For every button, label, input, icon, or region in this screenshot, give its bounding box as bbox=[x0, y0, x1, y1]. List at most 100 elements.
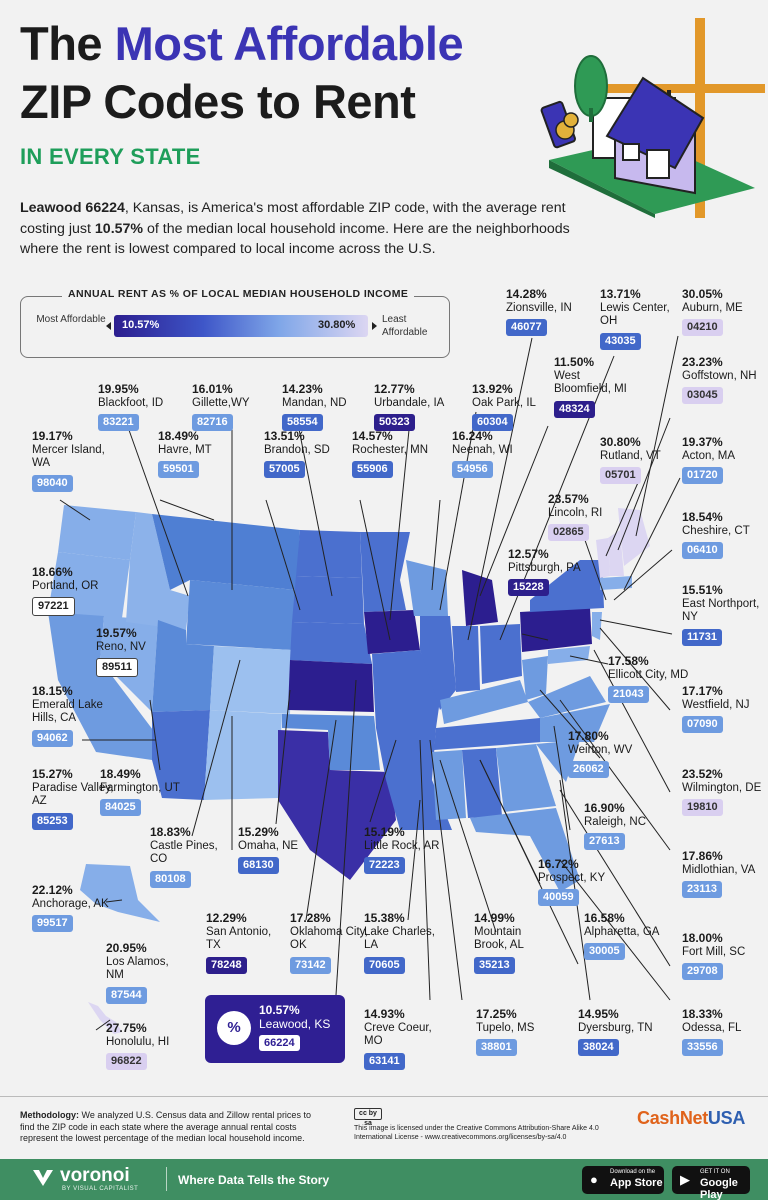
state-wv bbox=[522, 656, 548, 700]
intro-text-1: , Kansas, is America's most affordable Z… bbox=[20, 200, 566, 237]
state-zip: 63141 bbox=[364, 1052, 405, 1070]
legend-right-label: Least Affordable bbox=[382, 314, 428, 338]
state-label-ky: 16.72% Prospect, KY 40059 bbox=[538, 857, 605, 906]
state-pct: 13.92% bbox=[472, 382, 513, 396]
state-place: Los Alamos, NM bbox=[106, 955, 169, 982]
state-label-wv: 17.80% Weirton, WV 26062 bbox=[568, 729, 632, 778]
state-place: Alpharetta, GA bbox=[584, 925, 660, 938]
state-zip: 21043 bbox=[608, 686, 649, 703]
state-place: San Antonio, TX bbox=[206, 925, 272, 952]
state-label-or: 18.66% Portland, OR 97221 bbox=[32, 565, 98, 616]
apple-icon: ● bbox=[590, 1172, 598, 1187]
state-zip: 96822 bbox=[106, 1053, 147, 1070]
app-store-button[interactable]: ● Download on the App Store bbox=[582, 1166, 664, 1194]
state-al bbox=[462, 748, 502, 818]
cashnetusa-logo: CashNetUSA bbox=[637, 1108, 745, 1129]
state-label-wa: 19.17% Mercer Island, WA 98040 bbox=[32, 429, 114, 492]
state-zip: 06410 bbox=[682, 542, 723, 559]
state-ok bbox=[282, 714, 380, 770]
state-zip: 11731 bbox=[682, 628, 722, 646]
state-place: Oak Park, IL bbox=[472, 396, 536, 409]
state-in bbox=[452, 626, 480, 692]
intro-bold-zip: Leawood 66224 bbox=[20, 200, 125, 216]
state-nd bbox=[296, 530, 362, 578]
state-label-tx: 12.29% San Antonio, TX 78248 bbox=[206, 911, 288, 974]
state-zip: 30005 bbox=[584, 943, 625, 960]
house-illustration bbox=[540, 18, 765, 218]
state-place: Goffstown, NH bbox=[682, 369, 757, 382]
state-place: Oklahoma City, OK bbox=[290, 925, 368, 952]
google-play-small: GET IT ON bbox=[700, 1169, 730, 1175]
cc-license-icon: cc by sa bbox=[354, 1108, 382, 1127]
state-place: Zionsville, IN bbox=[506, 301, 572, 314]
state-label-nc: 16.90% Raleigh, NC 27613 bbox=[584, 801, 646, 850]
state-label-ia: 12.77% Urbandale, IA 50323 bbox=[374, 382, 445, 431]
state-zip: 07090 bbox=[682, 716, 723, 733]
state-wa bbox=[58, 505, 136, 560]
state-label-ak: 22.12% Anchorage, AK 99517 bbox=[32, 883, 109, 932]
state-label-pa: 12.57% Pittsburgh, PA 15228 bbox=[508, 547, 581, 596]
state-pct: 18.66% bbox=[32, 565, 73, 579]
state-zip: 02865 bbox=[548, 524, 589, 541]
state-label-fl: 18.33% Odessa, FL 33556 bbox=[682, 1007, 741, 1056]
state-pct: 14.93% bbox=[364, 1007, 405, 1021]
state-label-in: 14.28% Zionsville, IN 46077 bbox=[506, 287, 572, 336]
state-zip: 33556 bbox=[682, 1039, 723, 1056]
state-zip: 58554 bbox=[282, 414, 323, 431]
state-mo bbox=[372, 650, 440, 728]
state-nh bbox=[608, 530, 624, 576]
state-zip: 35213 bbox=[474, 956, 515, 974]
state-zip: 72223 bbox=[364, 857, 405, 874]
google-play-button[interactable]: ▶ GET IT ON Google Play bbox=[672, 1166, 750, 1200]
app-store-small: Download on the bbox=[610, 1169, 656, 1175]
state-place: Paradise Valley, AZ bbox=[32, 781, 114, 808]
google-play-label: Google Play bbox=[700, 1177, 738, 1200]
intro-bold-pct: 10.57% bbox=[94, 220, 144, 237]
state-pct: 12.77% bbox=[374, 382, 415, 396]
state-pct: 23.23% bbox=[682, 355, 723, 369]
license-text: This image is licensed under the Creativ… bbox=[354, 1125, 599, 1141]
sponsor-part2: USA bbox=[707, 1108, 746, 1128]
state-zip: 27613 bbox=[584, 833, 625, 850]
state-label-ri: 23.57% Lincoln, RI 02865 bbox=[548, 492, 602, 541]
state-zip: 29708 bbox=[682, 963, 723, 980]
state-pct: 17.25% bbox=[476, 1007, 517, 1021]
state-place: East Northport, NY bbox=[682, 597, 760, 624]
state-place: Rutland, VT bbox=[600, 449, 661, 462]
state-label-mi: 11.50% West Bloomfield, MI 48324 bbox=[554, 355, 636, 418]
state-pct: 13.71% bbox=[600, 287, 641, 301]
state-label-ca: 18.15% Emerald Lake Hills, CA 94062 bbox=[32, 684, 114, 747]
state-pct: 30.80% bbox=[600, 435, 641, 449]
state-place: Blackfoot, ID bbox=[98, 396, 164, 409]
state-place: Little Rock, AR bbox=[364, 839, 440, 852]
state-md bbox=[548, 646, 590, 664]
featured-zip: 66224 bbox=[259, 1035, 300, 1051]
title-the: The bbox=[20, 17, 103, 70]
state-place: Urbandale, IA bbox=[374, 396, 445, 409]
state-label-nj: 17.17% Westfield, NJ 07090 bbox=[682, 684, 750, 733]
state-label-ms: 17.25% Tupelo, MS 38801 bbox=[476, 1007, 534, 1056]
state-place: Dyersburg, TN bbox=[578, 1021, 653, 1034]
state-sd bbox=[292, 576, 364, 624]
state-zip: 68130 bbox=[238, 857, 279, 874]
state-pct: 16.90% bbox=[584, 801, 625, 815]
state-place: Creve Coeur, MO bbox=[364, 1021, 432, 1048]
state-place: Mountain Brook, AL bbox=[474, 925, 524, 952]
state-mt bbox=[152, 514, 300, 590]
state-pct: 23.57% bbox=[548, 492, 589, 506]
state-place: Lewis Center, OH bbox=[600, 301, 670, 328]
state-pct: 27.75% bbox=[106, 1021, 147, 1035]
legend-max: 30.80% bbox=[318, 319, 356, 331]
state-label-md: 17.58% Ellicott City, MD 21043 bbox=[608, 654, 688, 703]
state-nm bbox=[204, 710, 282, 800]
state-pct: 14.28% bbox=[506, 287, 547, 301]
state-place: Reno, NV bbox=[96, 640, 146, 653]
state-label-ne: 15.29% Omaha, NE 68130 bbox=[238, 825, 298, 874]
methodology-label: Methodology: bbox=[20, 1110, 79, 1120]
state-zip: 26062 bbox=[568, 761, 609, 778]
state-place: Castle Pines, CO bbox=[150, 839, 218, 866]
state-ar bbox=[376, 728, 436, 780]
state-wy bbox=[186, 580, 296, 650]
state-nj bbox=[592, 612, 602, 640]
state-zip: 80108 bbox=[150, 870, 191, 888]
